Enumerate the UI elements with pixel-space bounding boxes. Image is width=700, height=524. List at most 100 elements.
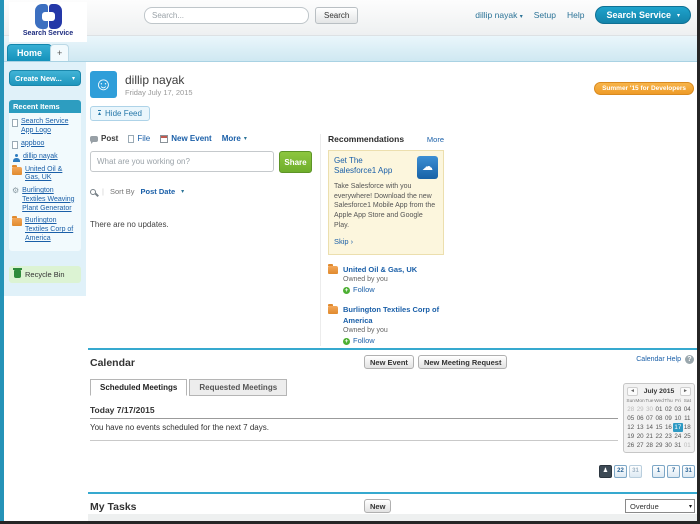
help-link[interactable]: Help bbox=[566, 10, 585, 20]
status-input[interactable] bbox=[90, 151, 274, 172]
recent-item-link[interactable]: Burlington Textiles Weaving Plant Genera… bbox=[22, 187, 75, 212]
mini-calendar-day-cell[interactable]: 12 bbox=[627, 424, 635, 431]
multi-user-day-view-button[interactable]: 22 bbox=[614, 465, 627, 478]
sort-by-value[interactable]: Post Date bbox=[140, 187, 176, 196]
recommendation-card-title-link[interactable]: Get The Salesforce1 App bbox=[334, 156, 393, 176]
mini-calendar-day-cell[interactable]: 29 bbox=[655, 442, 663, 449]
mini-calendar-day-cell[interactable]: 14 bbox=[646, 424, 653, 431]
mini-calendar-day-header: Sat bbox=[683, 399, 691, 404]
mini-calendar-day-cell[interactable]: 21 bbox=[646, 433, 653, 440]
mini-calendar-day-cell[interactable]: 27 bbox=[636, 442, 644, 449]
user-avatar[interactable]: ☺ bbox=[90, 71, 117, 98]
recommendation-item-owner: Owned by you bbox=[343, 326, 388, 334]
recent-item: United Oil & Gas, UK bbox=[11, 164, 79, 186]
mini-calendar-day-cell[interactable]: 16 bbox=[664, 424, 672, 431]
recent-item: dillip nayak bbox=[11, 151, 79, 164]
release-banner-button[interactable]: Summer '15 for Developers bbox=[594, 82, 694, 95]
app-switcher-button[interactable]: Search Service ▾ bbox=[595, 6, 691, 24]
mini-calendar-day-cell[interactable]: 02 bbox=[664, 406, 672, 413]
month-view-button[interactable]: 31 bbox=[682, 465, 695, 478]
mini-calendar-grid: 28 29 30 01 02 03 04 05 06 07 08 09 10 11 12 13 14 15 16 17… bbox=[626, 405, 692, 450]
mini-calendar-day-cell[interactable]: 23 bbox=[664, 433, 672, 440]
previous-month-button[interactable]: ◄ bbox=[627, 387, 638, 396]
tab-scheduled-meetings[interactable]: Scheduled Meetings bbox=[90, 379, 188, 396]
mini-calendar-day-cell[interactable]: 05 bbox=[627, 415, 635, 422]
publisher-tab-more[interactable]: More ▾ bbox=[222, 134, 247, 143]
mini-calendar-day-cell[interactable]: 03 bbox=[674, 406, 682, 413]
mini-calendar-day-cell[interactable]: 22 bbox=[655, 433, 663, 440]
mini-calendar-day-cell[interactable]: 13 bbox=[636, 424, 644, 431]
recent-item-link[interactable]: Burlington Textiles Corp of America bbox=[25, 217, 74, 242]
recycle-bin[interactable]: Recycle Bin bbox=[9, 265, 81, 283]
recommendations-panel: Recommendations More Get The Salesforce1… bbox=[320, 134, 444, 347]
mini-calendar-day-cell[interactable]: 29 bbox=[636, 406, 644, 413]
publisher-tab-new-event[interactable]: New Event bbox=[160, 134, 212, 143]
user-menu[interactable]: dillip nayak ▾ bbox=[475, 10, 522, 20]
week-view-button[interactable]: 7 bbox=[667, 465, 680, 478]
mini-calendar-day-cell[interactable]: 28 bbox=[646, 442, 653, 449]
mini-calendar-day-cell[interactable]: 07 bbox=[646, 415, 653, 422]
mini-calendar-day-cell[interactable]: 01 bbox=[655, 406, 663, 413]
search-icon[interactable] bbox=[90, 188, 96, 195]
account-icon bbox=[12, 216, 22, 227]
document-icon bbox=[12, 140, 18, 149]
new-event-button[interactable]: New Event bbox=[364, 355, 414, 369]
mini-calendar-day-cell[interactable]: 18 bbox=[683, 424, 691, 431]
publisher-tab-file-label: File bbox=[137, 134, 151, 143]
recent-item: Burlington Textiles Corp of America bbox=[11, 215, 79, 245]
task-filter-select[interactable]: Overdue ▾ bbox=[625, 499, 695, 513]
recommendation-item-link[interactable]: Burlington Textiles Corp of America bbox=[343, 305, 440, 325]
main-tab-bar: Home + bbox=[4, 36, 697, 62]
add-tab-button[interactable]: + bbox=[50, 44, 70, 61]
chevron-down-icon: ▾ bbox=[71, 75, 75, 82]
mini-calendar-day-cell[interactable]: 28 bbox=[627, 406, 635, 413]
recommendation-item-link[interactable]: United Oil & Gas, UK bbox=[343, 264, 418, 274]
mini-calendar-day-cell[interactable]: 20 bbox=[636, 433, 644, 440]
follow-link[interactable]: Follow bbox=[353, 336, 375, 346]
mini-calendar-day-cell[interactable]: 30 bbox=[664, 442, 672, 449]
global-search-button[interactable]: Search bbox=[315, 7, 359, 24]
mini-calendar-day-cell[interactable]: 30 bbox=[646, 406, 653, 413]
recent-item-link[interactable]: United Oil & Gas, UK bbox=[25, 165, 63, 182]
recent-item-link[interactable]: Search Service App Logo bbox=[21, 118, 69, 134]
mini-calendar-day-cell[interactable]: 26 bbox=[627, 442, 635, 449]
recommendation-item: United Oil & Gas, UK Owned by you + Foll… bbox=[328, 263, 444, 296]
tab-home[interactable]: Home bbox=[7, 44, 53, 61]
mini-calendar-day-cell[interactable]: 08 bbox=[655, 415, 663, 422]
global-search-input[interactable] bbox=[144, 7, 309, 24]
single-user-day-view-button[interactable]: ♟ bbox=[599, 465, 612, 478]
new-meeting-request-button[interactable]: New Meeting Request bbox=[417, 355, 508, 369]
hide-feed-button[interactable]: ▴ Hide Feed bbox=[90, 106, 150, 121]
mini-calendar-day-cell[interactable]: 24 bbox=[674, 433, 682, 440]
tab-requested-meetings[interactable]: Requested Meetings bbox=[189, 379, 288, 396]
follow-link[interactable]: Follow bbox=[353, 285, 375, 295]
mini-calendar-day-cell[interactable]: 25 bbox=[683, 433, 691, 440]
publisher-tab-post[interactable]: Post bbox=[90, 134, 118, 144]
activity-list-view-button[interactable]: 31 bbox=[629, 465, 642, 478]
mini-calendar-day-cell[interactable]: 04 bbox=[683, 406, 691, 413]
setup-link[interactable]: Setup bbox=[533, 10, 556, 20]
recommendation-item: Burlington Textiles Corp of America Owne… bbox=[328, 304, 444, 346]
mini-calendar-day-cell[interactable]: 15 bbox=[655, 424, 663, 431]
mini-calendar-day-cell[interactable]: 09 bbox=[664, 415, 672, 422]
new-task-button[interactable]: New bbox=[364, 499, 392, 513]
publisher-tab-file[interactable]: File bbox=[128, 134, 150, 143]
mini-calendar-today-cell[interactable]: 17 bbox=[673, 423, 683, 432]
create-new-dropdown[interactable]: Create New... ▾ bbox=[9, 70, 81, 86]
recommendations-more-link[interactable]: More bbox=[426, 135, 444, 144]
mini-calendar-day-header: Sun bbox=[626, 399, 635, 404]
recommendation-skip-link[interactable]: Skip › bbox=[334, 236, 354, 246]
share-button[interactable]: Share bbox=[279, 151, 312, 173]
day-view-button[interactable]: 1 bbox=[652, 465, 665, 478]
next-month-button[interactable]: ► bbox=[680, 387, 691, 396]
calendar-help-link[interactable]: Calendar Help ? bbox=[636, 355, 694, 364]
mini-calendar-day-cell[interactable]: 11 bbox=[684, 415, 691, 422]
mini-calendar-day-cell[interactable]: 19 bbox=[627, 433, 635, 440]
mini-calendar-day-cell[interactable]: 01 bbox=[683, 442, 691, 449]
recent-item-link[interactable]: appboo bbox=[21, 139, 45, 147]
mini-calendar-day-cell[interactable]: 06 bbox=[636, 415, 644, 422]
mini-calendar-day-cell[interactable]: 31 bbox=[674, 442, 682, 449]
hide-feed-label: Hide Feed bbox=[105, 109, 142, 118]
recent-item-link[interactable]: dillip nayak bbox=[23, 152, 58, 160]
mini-calendar-day-cell[interactable]: 10 bbox=[674, 415, 682, 422]
